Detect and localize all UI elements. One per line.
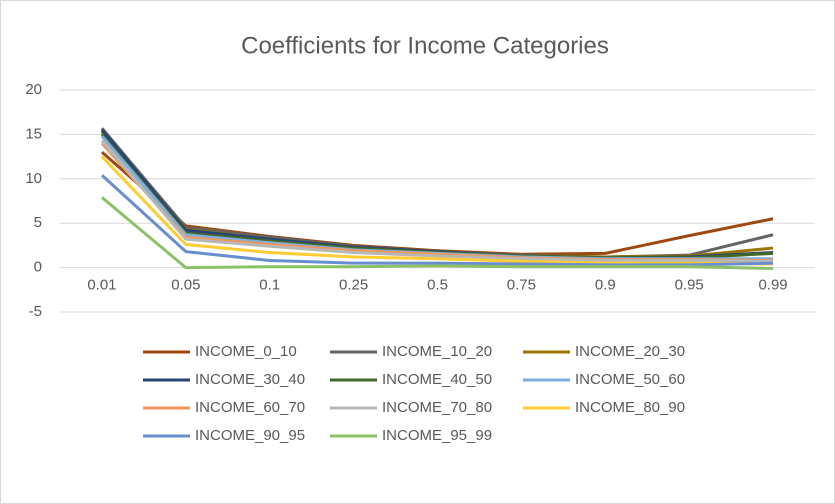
y-tick-label: 15 <box>25 125 42 142</box>
legend-label: INCOME_10_20 <box>382 343 492 360</box>
legend-label: INCOME_90_95 <box>195 427 305 444</box>
x-tick-label: 0.05 <box>171 277 200 294</box>
y-tick-label: 0 <box>34 259 42 276</box>
x-tick-label: 0.5 <box>427 277 448 294</box>
legend-label: INCOME_0_10 <box>195 343 297 360</box>
legend-label: INCOME_80_90 <box>575 399 685 416</box>
y-tick-label: 5 <box>34 214 42 231</box>
legend-label: INCOME_70_80 <box>382 399 492 416</box>
series-line <box>100 196 774 270</box>
legend-label: INCOME_30_40 <box>195 371 305 388</box>
series-line <box>100 139 774 263</box>
x-tick-label: 0.95 <box>675 277 704 294</box>
y-tick-label: 20 <box>25 81 42 98</box>
x-tick-label: 0.25 <box>339 277 368 294</box>
series-line <box>100 155 774 266</box>
legend-label: INCOME_95_99 <box>382 427 492 444</box>
x-tick-label: 0.9 <box>595 277 616 294</box>
y-tick-label: -5 <box>29 303 42 320</box>
legend-label: INCOME_40_50 <box>382 371 492 388</box>
legend-label: INCOME_60_70 <box>195 399 305 416</box>
legend-label: INCOME_50_60 <box>575 371 685 388</box>
x-tick-label: 0.75 <box>507 277 536 294</box>
legend-label: INCOME_20_30 <box>575 343 685 360</box>
chart-title: Coefficients for Income Categories <box>241 32 609 59</box>
x-tick-label: 0.1 <box>259 277 280 294</box>
y-tick-label: 10 <box>25 170 42 187</box>
x-tick-label: 0.99 <box>758 277 787 294</box>
x-tick-label: 0.01 <box>87 277 116 294</box>
series-line <box>100 174 774 267</box>
